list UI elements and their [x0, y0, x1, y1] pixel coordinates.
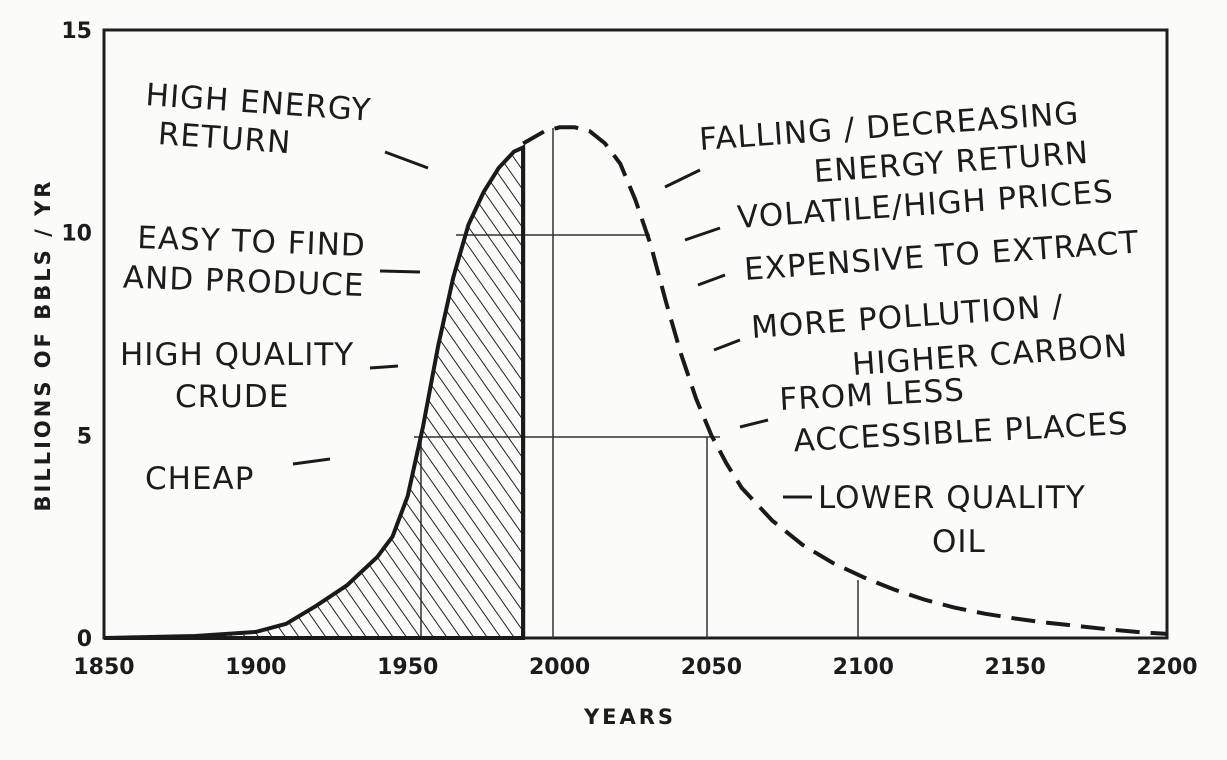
- x-tick-label: 2150: [985, 655, 1046, 680]
- y-tick-label: 5: [77, 424, 92, 449]
- projected-decline-line: [522, 125, 1168, 636]
- annotation-high-quality: HIGH QUALITY CRUDE: [120, 337, 365, 415]
- x-tick-label: 1850: [73, 655, 134, 680]
- annotation-less-accessible: FROM LESS ACCESSIBLE PLACES: [779, 364, 1130, 460]
- leader-line: [697, 273, 726, 287]
- leader-line: [684, 226, 721, 242]
- x-axis-ticks: 1850 1900 1950 2000 2050 2100 2150 2200: [73, 655, 1197, 680]
- annotation-cheap: CHEAP: [145, 461, 254, 497]
- x-tick-label: 2050: [681, 655, 742, 680]
- x-tick-label: 2100: [833, 655, 894, 680]
- annotations-right: FALLING / DECREASING ENERGY RETURN VOLAT…: [664, 96, 1140, 560]
- x-tick-label: 2000: [529, 655, 590, 680]
- annotations-left: HIGH ENERGY RETURN EASY TO FIND AND PROD…: [120, 77, 429, 497]
- y-axis-ticks: 0 5 10 15: [61, 19, 92, 652]
- annotation-high-energy-return: HIGH ENERGY RETURN: [142, 77, 383, 167]
- x-tick-label: 2200: [1136, 655, 1197, 680]
- leader-line: [739, 418, 769, 429]
- annotation-easy-to-find: EASY TO FIND AND PRODUCE: [122, 220, 377, 305]
- annotation-volatile-prices: VOLATILE/HIGH PRICES: [736, 174, 1115, 236]
- y-tick-label: 0: [77, 627, 92, 652]
- annotation-expensive-to-extract: EXPENSIVE TO EXTRACT: [743, 224, 1140, 288]
- leader-line: [369, 364, 399, 370]
- y-tick-label: 10: [61, 222, 92, 247]
- leader-line: [713, 338, 741, 352]
- x-axis-title: YEARS: [583, 705, 676, 729]
- leader-line: [384, 150, 429, 170]
- historical-production-area: [103, 144, 526, 640]
- leader-line: [292, 457, 331, 466]
- x-tick-label: 1950: [377, 655, 438, 680]
- leader-line: [379, 269, 421, 274]
- y-tick-label: 15: [61, 19, 92, 44]
- plot-frame: [102, 28, 1169, 640]
- x-tick-label: 1900: [225, 655, 286, 680]
- annotation-lower-quality: LOWER QUALITY OIL: [818, 480, 1097, 560]
- leader-line: [664, 168, 701, 189]
- y-axis-title: BILLIONS OF BBLS / YR: [31, 179, 55, 512]
